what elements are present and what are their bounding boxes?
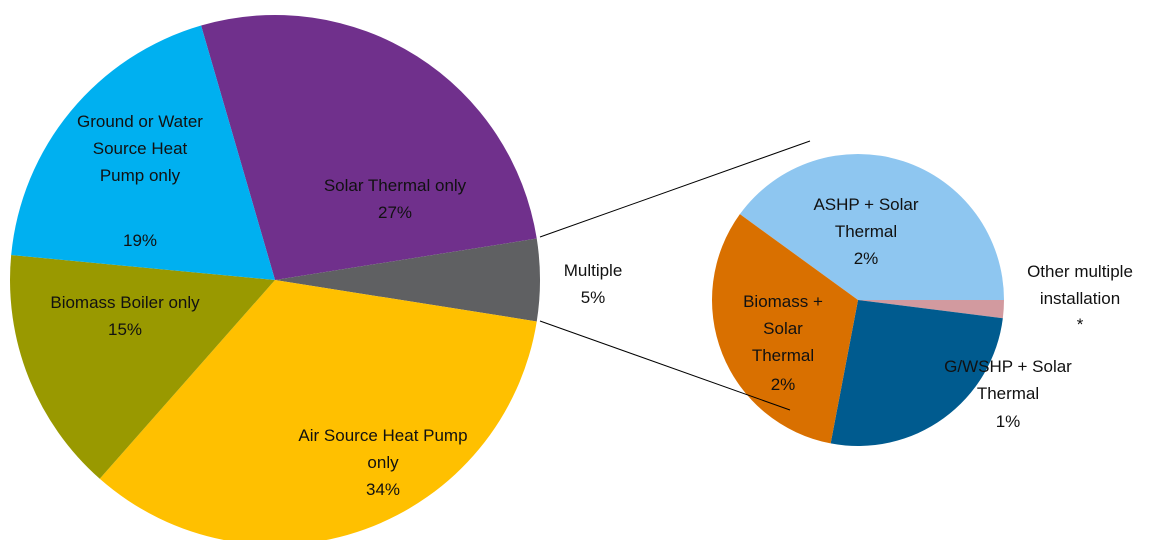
slice-value-label: 2% bbox=[770, 375, 796, 394]
slice-value-label: 19% bbox=[122, 231, 158, 250]
slice-value-label: 15% bbox=[107, 320, 143, 339]
pie-slice bbox=[99, 280, 537, 540]
pie-slice bbox=[201, 14, 537, 280]
slice-value-label: * bbox=[1076, 315, 1084, 334]
pie-slice bbox=[712, 214, 858, 444]
slice-value-label: 1% bbox=[995, 412, 1021, 431]
slice-value-label: 27% bbox=[377, 203, 413, 222]
slice-value-label: 5% bbox=[580, 288, 606, 307]
slice-label: G/WSHP + Solar Thermal bbox=[944, 357, 1072, 403]
pie-slice bbox=[830, 300, 1003, 446]
slice-label: Other multiple installation bbox=[1027, 262, 1133, 308]
pie-slice bbox=[11, 25, 275, 281]
pie-slice bbox=[275, 238, 540, 322]
connector-line bbox=[539, 320, 791, 411]
connector-line bbox=[539, 140, 811, 238]
slice-label: Ground or Water Source Heat Pump only bbox=[77, 112, 203, 185]
slice-label: Multiple bbox=[563, 261, 623, 280]
slice-label: Biomass Boiler only bbox=[50, 293, 200, 312]
pie-slice bbox=[858, 300, 1004, 319]
pie-slice bbox=[10, 255, 276, 479]
pie-slice bbox=[739, 154, 1004, 300]
slice-label: Solar Thermal only bbox=[323, 176, 467, 195]
slice-label: Biomass + Solar Thermal bbox=[743, 292, 823, 365]
slice-label: Air Source Heat Pump only bbox=[298, 426, 468, 472]
slice-value-label: 2% bbox=[853, 249, 879, 268]
slice-label: ASHP + Solar Thermal bbox=[813, 195, 919, 241]
slice-value-label: 34% bbox=[365, 480, 401, 499]
